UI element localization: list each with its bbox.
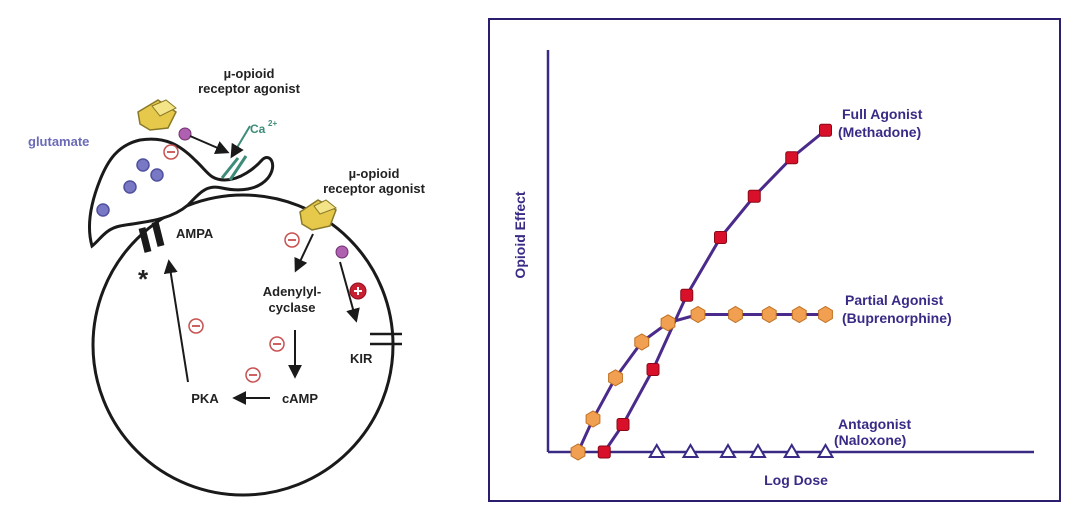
glutamate-vesicles — [96, 158, 164, 217]
point-partial-agonist-7 — [761, 305, 777, 324]
arrow-receptor-to-adenylyl — [294, 233, 314, 273]
legend-full-line2: (Methadone) — [838, 124, 921, 140]
inhibit-symbol-adenylyl — [284, 232, 300, 248]
label-calcium-charge: 2+ — [268, 119, 277, 128]
label-adenylyl-line1: Adenylyl- — [263, 284, 322, 299]
label-calcium: Ca — [250, 122, 266, 136]
inhibit-symbol-pka — [188, 318, 204, 334]
label-kir: KIR — [350, 351, 373, 366]
y-axis-label: Opioid Effect — [512, 191, 528, 278]
point-full-agonist-0 — [597, 445, 611, 459]
legend-partial-line2: (Buprenorphine) — [842, 310, 952, 326]
opioid-signaling-diagram: µ-opioid receptor agonist µ-opioid recep… — [28, 66, 426, 497]
point-full-agonist-2 — [646, 363, 660, 376]
chart-frame — [488, 18, 1061, 502]
point-full-agonist-6 — [785, 151, 799, 165]
point-antagonist-0 — [648, 443, 666, 458]
series-partial-agonist — [570, 305, 833, 461]
inhibit-symbol-camp-1 — [269, 336, 285, 352]
series-full-agonist — [597, 123, 832, 459]
point-antagonist-4 — [783, 443, 801, 458]
legend-antagonist-line2: (Naloxone) — [834, 432, 906, 448]
label-agonist-top-line2: receptor agonist — [198, 81, 301, 96]
legend-antagonist-line1: Antagonist — [838, 416, 911, 432]
point-antagonist-2 — [719, 443, 737, 458]
series-line-partial-agonist — [576, 313, 826, 453]
arrow-pka-to-ampa — [163, 259, 189, 383]
point-partial-agonist-6 — [728, 305, 743, 324]
legend-full-line1: Full Agonist — [842, 106, 923, 122]
inhibit-symbol-camp-2 — [245, 367, 261, 383]
kir-channel — [370, 332, 402, 346]
point-full-agonist-1 — [616, 418, 630, 431]
inhibit-symbol-presynaptic — [163, 144, 179, 160]
point-partial-agonist-8 — [791, 305, 807, 324]
label-ampa: AMPA — [176, 226, 214, 241]
point-partial-agonist-3 — [634, 333, 650, 351]
point-partial-agonist-2 — [608, 369, 623, 387]
point-antagonist-3 — [749, 443, 767, 458]
label-adenylyl-line2: cyclase — [269, 300, 316, 315]
series-line-full-agonist — [603, 129, 827, 453]
activate-symbol-kir — [349, 282, 367, 300]
label-glutamate: glutamate — [28, 134, 89, 149]
point-partial-agonist-0 — [570, 443, 586, 461]
point-partial-agonist-5 — [690, 305, 706, 324]
receptor-top — [137, 99, 192, 141]
point-partial-agonist-9 — [818, 305, 833, 324]
label-agonist-top-line1: µ-opioid — [224, 66, 275, 81]
point-partial-agonist-1 — [585, 410, 601, 428]
point-full-agonist-7 — [819, 123, 832, 137]
label-camp: cAMP — [282, 391, 318, 406]
point-antagonist-1 — [681, 443, 700, 458]
point-full-agonist-4 — [714, 231, 727, 244]
receptor-right — [299, 199, 349, 259]
label-agonist-right-line2: receptor agonist — [323, 181, 426, 196]
point-full-agonist-5 — [747, 189, 761, 203]
point-antagonist-5 — [816, 443, 835, 458]
label-asterisk: * — [138, 264, 149, 294]
presynaptic-terminal — [88, 137, 275, 249]
series-antagonist — [648, 443, 835, 458]
point-full-agonist-3 — [680, 288, 694, 302]
label-pka: PKA — [191, 391, 219, 406]
legend-partial-line1: Partial Agonist — [845, 292, 944, 308]
arrow-receptor-to-calcium — [189, 135, 230, 154]
ampa-receptor — [138, 221, 165, 253]
label-agonist-right-line1: µ-opioid — [349, 166, 400, 181]
arrow-receptor-to-kir — [339, 261, 360, 323]
x-axis-label: Log Dose — [764, 472, 828, 488]
calcium-channel — [220, 125, 251, 181]
point-partial-agonist-4 — [660, 314, 676, 332]
